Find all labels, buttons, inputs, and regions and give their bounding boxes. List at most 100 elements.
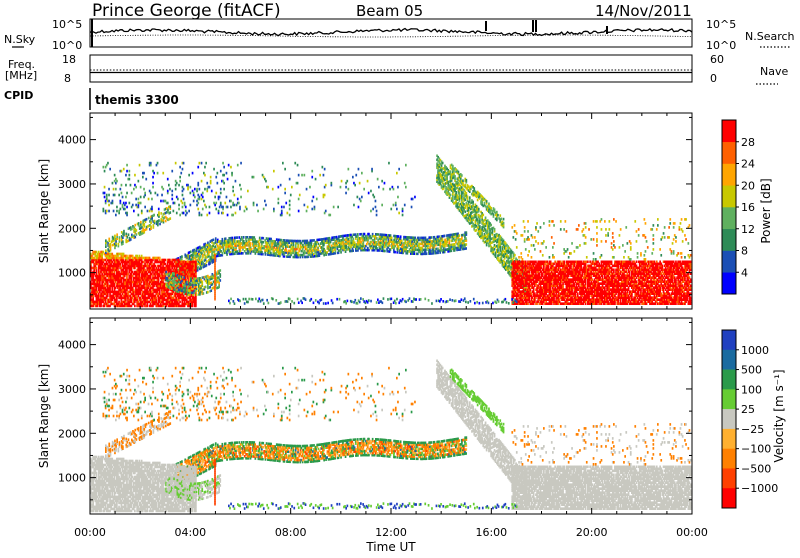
power-cell bbox=[304, 174, 306, 177]
nsky-strip-frame bbox=[90, 19, 692, 47]
power-cell bbox=[283, 206, 285, 209]
power-cell bbox=[134, 174, 136, 177]
power-cell bbox=[319, 174, 321, 177]
power-cell bbox=[355, 174, 357, 177]
power-cell bbox=[215, 176, 217, 179]
power-cell bbox=[153, 214, 155, 217]
power-cell bbox=[202, 254, 204, 257]
power-cell bbox=[346, 180, 348, 183]
power-cell bbox=[393, 188, 395, 191]
power-cell bbox=[140, 202, 142, 205]
power-cell bbox=[160, 212, 162, 215]
power-cell bbox=[361, 196, 363, 199]
power-cell bbox=[273, 208, 275, 211]
power-cell bbox=[398, 212, 400, 215]
power-cell bbox=[136, 233, 138, 236]
power-cell bbox=[218, 210, 220, 213]
power-cell bbox=[158, 211, 160, 214]
power-cell bbox=[317, 247, 319, 250]
power-cell bbox=[186, 212, 188, 215]
power-cell bbox=[105, 249, 107, 252]
power-cell bbox=[253, 202, 255, 205]
power-cell bbox=[309, 186, 311, 189]
power-cell bbox=[295, 240, 297, 243]
power-cell bbox=[472, 201, 474, 204]
power-cell bbox=[324, 168, 326, 171]
power-cell bbox=[138, 222, 140, 225]
power-cell bbox=[220, 192, 222, 195]
power-cell bbox=[161, 194, 163, 197]
power-cell bbox=[199, 162, 201, 165]
power-cell bbox=[190, 192, 192, 195]
power-cell bbox=[121, 170, 123, 173]
power-cell bbox=[139, 164, 141, 167]
power-cell bbox=[178, 184, 180, 187]
power-cell bbox=[396, 172, 398, 175]
power-cell bbox=[103, 166, 105, 169]
power-cell bbox=[204, 174, 206, 177]
power-cell bbox=[232, 186, 234, 189]
power-cell bbox=[259, 243, 261, 246]
power-cell bbox=[281, 210, 283, 213]
power-cell bbox=[313, 196, 315, 199]
power-cell bbox=[367, 180, 369, 183]
power-cell bbox=[228, 164, 230, 167]
power-cell bbox=[239, 206, 241, 209]
power-cell bbox=[294, 162, 296, 165]
power-cell bbox=[466, 192, 468, 195]
power-cell bbox=[230, 166, 232, 169]
power-cell bbox=[157, 194, 159, 197]
freq-label-line2: [MHz] bbox=[5, 69, 37, 82]
power-cell bbox=[129, 202, 131, 205]
power-cell bbox=[376, 214, 378, 217]
power-cell bbox=[364, 233, 366, 236]
power-cell bbox=[182, 202, 184, 205]
power-cell bbox=[333, 206, 335, 209]
power-cell bbox=[176, 212, 178, 215]
power-cell bbox=[262, 237, 264, 240]
power-cell bbox=[273, 170, 275, 173]
power-cell bbox=[360, 200, 362, 203]
power-cell bbox=[120, 200, 122, 203]
power-cell bbox=[192, 172, 194, 175]
power-cell bbox=[195, 261, 197, 264]
power-cell bbox=[353, 204, 355, 207]
power-cell bbox=[219, 279, 221, 282]
power-cell bbox=[197, 208, 199, 211]
power-cell bbox=[272, 188, 274, 191]
nsky-label: N.Sky bbox=[4, 33, 36, 46]
power-cell bbox=[142, 176, 144, 179]
power-cell bbox=[205, 206, 207, 209]
power-cell bbox=[262, 241, 264, 244]
power-cell bbox=[278, 198, 280, 201]
power-cell bbox=[206, 182, 208, 185]
power-cell bbox=[376, 210, 378, 213]
power-cell bbox=[118, 243, 120, 246]
power-cell bbox=[452, 165, 454, 168]
power-cell bbox=[165, 220, 167, 223]
power-cell bbox=[126, 164, 128, 167]
power-cell bbox=[122, 196, 124, 199]
power-cell bbox=[257, 210, 259, 213]
power-cell bbox=[103, 208, 105, 211]
power-cell bbox=[297, 182, 299, 185]
power-cell bbox=[187, 184, 189, 187]
power-cell bbox=[246, 208, 248, 211]
power-cell bbox=[224, 202, 226, 205]
power-cell bbox=[315, 178, 317, 181]
power-cell bbox=[123, 230, 125, 233]
power-cell bbox=[215, 245, 217, 248]
power-cell bbox=[134, 224, 136, 227]
power-cell bbox=[378, 186, 380, 189]
power-cell bbox=[454, 175, 456, 178]
power-cell bbox=[464, 184, 466, 187]
power-cell bbox=[220, 170, 222, 173]
power-cell bbox=[147, 210, 149, 213]
power-cell bbox=[114, 194, 116, 197]
power-cell bbox=[181, 255, 183, 258]
power-cell bbox=[281, 206, 283, 209]
freq-tick-top: 18 bbox=[62, 53, 76, 66]
power-cell bbox=[122, 236, 124, 239]
power-cell bbox=[131, 228, 133, 231]
power-cell bbox=[289, 178, 291, 181]
